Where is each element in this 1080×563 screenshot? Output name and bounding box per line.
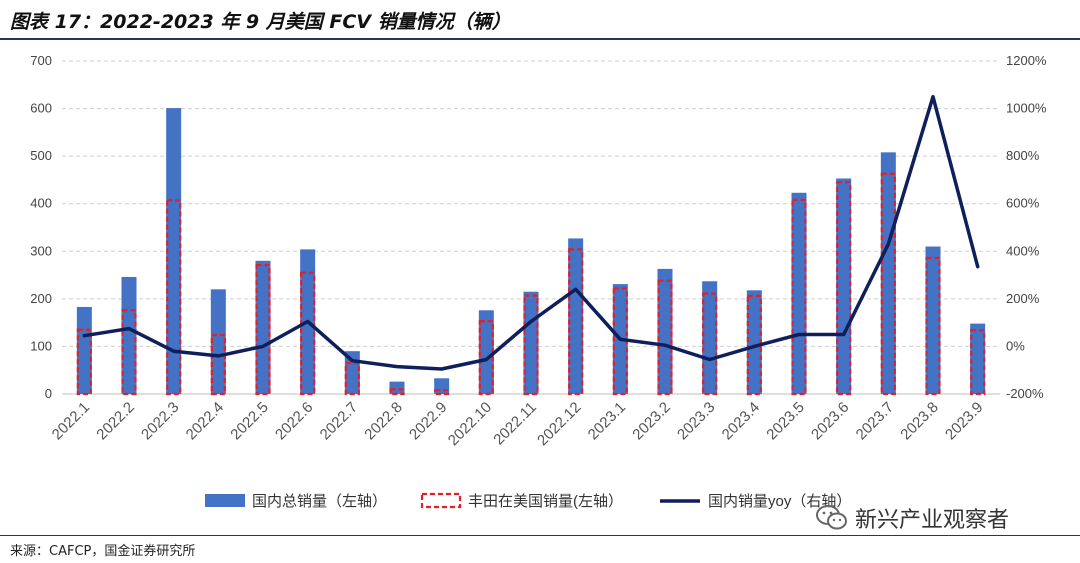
bar-total	[657, 268, 673, 394]
x-tick-label: 2022.4	[183, 399, 227, 443]
y-right-tick-label: 0%	[1006, 338, 1025, 353]
legend-label-total: 国内总销量（左轴）	[252, 493, 387, 510]
y-right-tick-label: 200%	[1006, 291, 1040, 306]
y-right-tick-label: 600%	[1006, 196, 1040, 211]
bar-toyota	[568, 248, 584, 396]
x-tick-label: 2022.7	[317, 399, 361, 443]
bar-toyota	[925, 256, 941, 396]
legend-swatch-total	[205, 494, 245, 507]
bar-total	[255, 260, 271, 394]
bar-total	[746, 290, 762, 394]
y-right-tick-label: -200%	[1006, 386, 1044, 401]
y-left-tick-label: 300	[30, 243, 52, 258]
bar-toyota	[478, 320, 494, 396]
legend-label-toyota: 丰田在美国销量(左轴）	[468, 493, 623, 510]
bar-total	[880, 152, 896, 394]
bar-toyota	[389, 388, 405, 396]
x-tick-label: 2022.8	[361, 399, 405, 443]
bar-toyota	[76, 328, 92, 396]
bar-toyota	[746, 294, 762, 396]
bar-total	[166, 108, 182, 395]
bar-total	[568, 238, 584, 394]
x-tick-label: 2022.1	[49, 399, 93, 443]
x-tick-label: 2022.9	[406, 399, 450, 443]
x-tick-label: 2023.3	[674, 399, 718, 443]
y-left-tick-label: 700	[30, 53, 52, 68]
x-tick-label: 2023.2	[629, 399, 673, 443]
y-right-tick-label: 400%	[1006, 243, 1040, 258]
bar-total	[702, 281, 718, 394]
source-note: 来源：CAFCP，国金证券研究所	[10, 544, 196, 559]
bar-toyota	[210, 333, 226, 396]
y-left-tick-label: 400	[30, 196, 52, 211]
bar-total	[970, 323, 986, 394]
title-bar: 图表 17：2022-2023 年 9 月美国 FCV 销量情况（辆）	[0, 0, 1080, 40]
bar-toyota	[970, 329, 986, 396]
x-tick-label: 2022.11	[490, 399, 540, 449]
watermark-text: 新兴产业观察者	[855, 508, 1010, 533]
bar-toyota	[166, 199, 182, 396]
x-tick-label: 2022.12	[534, 399, 584, 449]
bar-toyota	[880, 172, 896, 396]
bar-toyota	[657, 279, 673, 396]
y-left-tick-label: 200	[30, 291, 52, 306]
y-left-tick-label: 500	[30, 148, 52, 163]
bar-total	[76, 306, 92, 394]
watermark: 新兴产业观察者	[815, 500, 1009, 536]
bar-toyota	[255, 263, 271, 396]
bar-total	[434, 378, 450, 394]
chart-title: 图表 17：2022-2023 年 9 月美国 FCV 销量情况（辆）	[10, 11, 511, 33]
bar-total	[791, 192, 807, 394]
y-right-tick-label: 1200%	[1006, 53, 1047, 68]
x-tick-label: 2022.5	[227, 399, 271, 443]
x-tick-label: 2023.6	[808, 399, 852, 443]
bar-toyota	[344, 361, 360, 396]
fcv-sales-chart: 0 100 200 300 400 500 600 700 -200% 0% 200% 400% 600…	[30, 53, 1047, 510]
y-left-tick-label: 100	[30, 338, 52, 353]
x-tick-label: 2022.2	[93, 399, 137, 443]
x-tick-label: 2022.10	[445, 399, 495, 449]
bar-total	[836, 178, 852, 394]
legend-label-yoy: 国内销量yoy（右轴）	[708, 493, 851, 510]
bar-total	[389, 381, 405, 394]
x-tick-label: 2023.5	[763, 399, 807, 443]
x-tick-label: 2023.4	[719, 399, 763, 443]
bar-total	[121, 276, 137, 394]
bar-total	[523, 291, 539, 394]
divider-line	[0, 535, 1080, 536]
x-tick-label: 2023.9	[942, 399, 986, 443]
y-right-tick-label: 1000%	[1006, 101, 1047, 116]
wechat-icon	[816, 505, 847, 530]
y-left-tick-label: 0	[45, 386, 52, 401]
y-right-tick-label: 800%	[1006, 148, 1040, 163]
bar-total	[925, 246, 941, 394]
x-tick-label: 2023.8	[897, 399, 941, 443]
bar-total	[478, 310, 494, 394]
bar-toyota	[300, 271, 316, 396]
x-tick-label: 2022.6	[272, 399, 316, 443]
legend-swatch-toyota	[420, 492, 462, 509]
x-tick-label: 2023.7	[853, 399, 897, 443]
bar-toyota	[702, 292, 718, 396]
x-tick-label: 2023.1	[585, 399, 629, 443]
bar-total	[210, 289, 226, 394]
y-left-tick-label: 600	[30, 101, 52, 116]
x-tick-label: 2022.3	[138, 399, 182, 443]
